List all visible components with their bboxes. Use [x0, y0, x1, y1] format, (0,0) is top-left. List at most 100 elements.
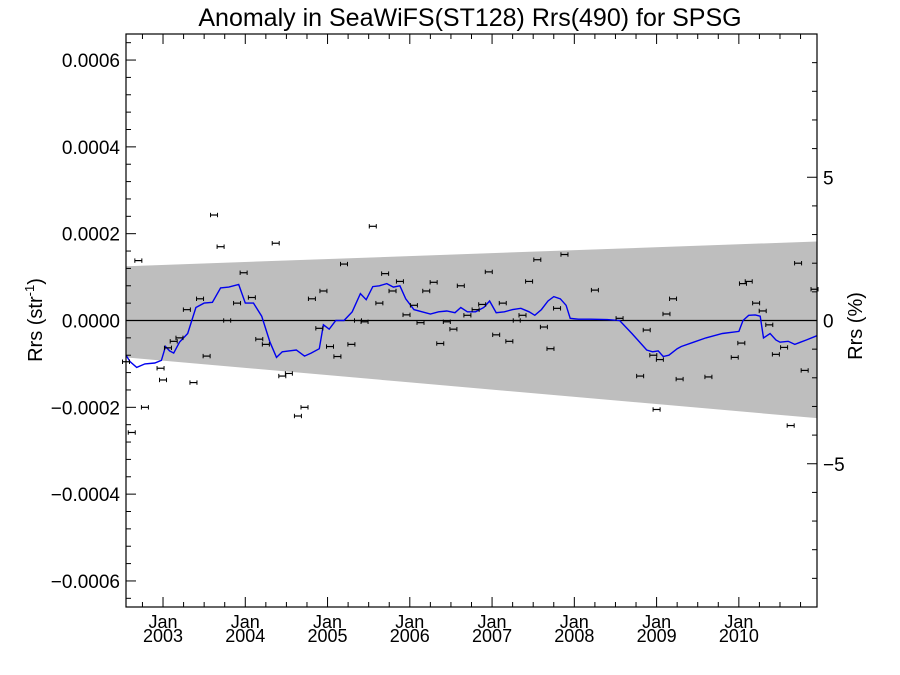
- data-point: [416, 320, 425, 325]
- data-point: [261, 342, 270, 347]
- data-point: [518, 313, 527, 318]
- data-point: [553, 306, 562, 311]
- data-point: [333, 354, 342, 359]
- data-point: [339, 261, 348, 267]
- data-point: [216, 244, 225, 249]
- data-point: [546, 346, 555, 351]
- data-point: [175, 335, 184, 341]
- data-point: [202, 353, 211, 359]
- data-point: [255, 336, 264, 342]
- data-point: [449, 326, 458, 332]
- smoothed-anomaly-line: [125, 282, 818, 369]
- data-point: [758, 308, 767, 314]
- data-point: [159, 377, 168, 383]
- data-point: [271, 241, 280, 246]
- data-point: [652, 407, 661, 412]
- data-point: [278, 373, 287, 379]
- data-point: [505, 339, 514, 344]
- x-tick-month-label: Jan: [478, 612, 507, 632]
- data-point: [539, 324, 548, 330]
- data-point: [512, 318, 521, 323]
- data-point: [649, 353, 658, 358]
- y-tick-label: −0.0004: [51, 485, 121, 506]
- y-axis-label-exponent: -1: [22, 285, 37, 297]
- data-point: [315, 326, 324, 331]
- x-tick-year-label: 2010: [719, 626, 759, 646]
- x-tick-month-label: Jan: [395, 612, 424, 632]
- data-point: [525, 279, 534, 284]
- x-tick-month-label: Jan: [149, 612, 178, 632]
- data-point: [636, 373, 645, 379]
- data-point: [533, 257, 542, 262]
- data-point: [381, 271, 390, 276]
- x-tick-year-label: 2007: [472, 626, 512, 646]
- data-point: [704, 374, 713, 380]
- smoothed-line-path: [125, 282, 818, 369]
- data-point: [590, 287, 599, 293]
- y2-tick-label: −5: [823, 455, 845, 476]
- x-axis: Jan2003Jan2004Jan2005Jan2006Jan2007Jan20…: [141, 34, 802, 646]
- data-point: [319, 288, 328, 294]
- data-point: [368, 224, 377, 229]
- right-y-axis: 5 0 −5: [807, 62, 845, 579]
- monthly-anomaly-points: [122, 212, 819, 435]
- data-point: [182, 307, 191, 312]
- x-tick-year-label: 2005: [308, 626, 348, 646]
- data-point: [293, 413, 302, 419]
- data-point: [127, 430, 136, 435]
- left-y-axis: 0.0006 0.0004 0.0002 0.0000 −0.0002 −0.0004 −0…: [51, 42, 136, 599]
- x-tick-year-label: 2008: [554, 626, 594, 646]
- data-point: [140, 405, 149, 410]
- data-point: [484, 269, 493, 275]
- data-point: [655, 357, 664, 362]
- data-point: [134, 258, 143, 263]
- data-point: [210, 212, 219, 218]
- y-axis-label: Rrs (str-1): [22, 278, 47, 362]
- y-axis-label-main: Rrs (str: [25, 296, 47, 362]
- x-tick-month-label: Jan: [642, 612, 671, 632]
- data-point: [156, 366, 165, 371]
- data-point: [409, 303, 418, 308]
- data-point: [478, 302, 487, 307]
- x-tick-month-label: Jan: [560, 612, 589, 632]
- data-point: [422, 288, 431, 294]
- data-point: [402, 312, 411, 318]
- right-y-axis-label: Rrs (%): [845, 292, 867, 360]
- data-point: [456, 283, 465, 288]
- y-tick-label: 0.0002: [62, 225, 120, 246]
- data-point: [669, 296, 678, 301]
- data-point: [615, 316, 624, 321]
- data-point: [347, 342, 356, 347]
- data-point: [492, 332, 501, 338]
- data-point: [752, 300, 761, 306]
- uncertainty-band-area: [126, 241, 817, 419]
- y-tick-label: 0.0006: [62, 51, 120, 72]
- y-tick-label: −0.0006: [51, 572, 120, 593]
- data-point: [442, 319, 451, 325]
- x-tick-month-label: Jan: [724, 612, 753, 632]
- data-point: [307, 296, 316, 301]
- data-point: [163, 345, 172, 351]
- y2-tick-label: 0: [823, 312, 834, 333]
- data-point: [675, 376, 684, 382]
- data-point: [498, 300, 507, 306]
- data-point: [463, 313, 472, 318]
- y-tick-label: −0.0002: [51, 398, 120, 419]
- data-point: [395, 279, 404, 284]
- data-point: [794, 261, 803, 266]
- data-point: [744, 279, 753, 284]
- x-tick-year-label: 2006: [390, 626, 430, 646]
- data-point: [326, 344, 335, 349]
- x-tick-month-label: Jan: [313, 612, 342, 632]
- data-point: [239, 270, 248, 275]
- x-tick-month-label: Jan: [231, 612, 260, 632]
- data-point: [730, 355, 739, 360]
- data-point: [375, 300, 384, 306]
- data-point: [429, 280, 438, 285]
- data-point: [662, 311, 671, 317]
- data-point: [223, 318, 232, 323]
- y-tick-label: 0.0000: [62, 312, 120, 333]
- uncertainty-band: [126, 241, 817, 419]
- x-tick-year-label: 2003: [143, 626, 183, 646]
